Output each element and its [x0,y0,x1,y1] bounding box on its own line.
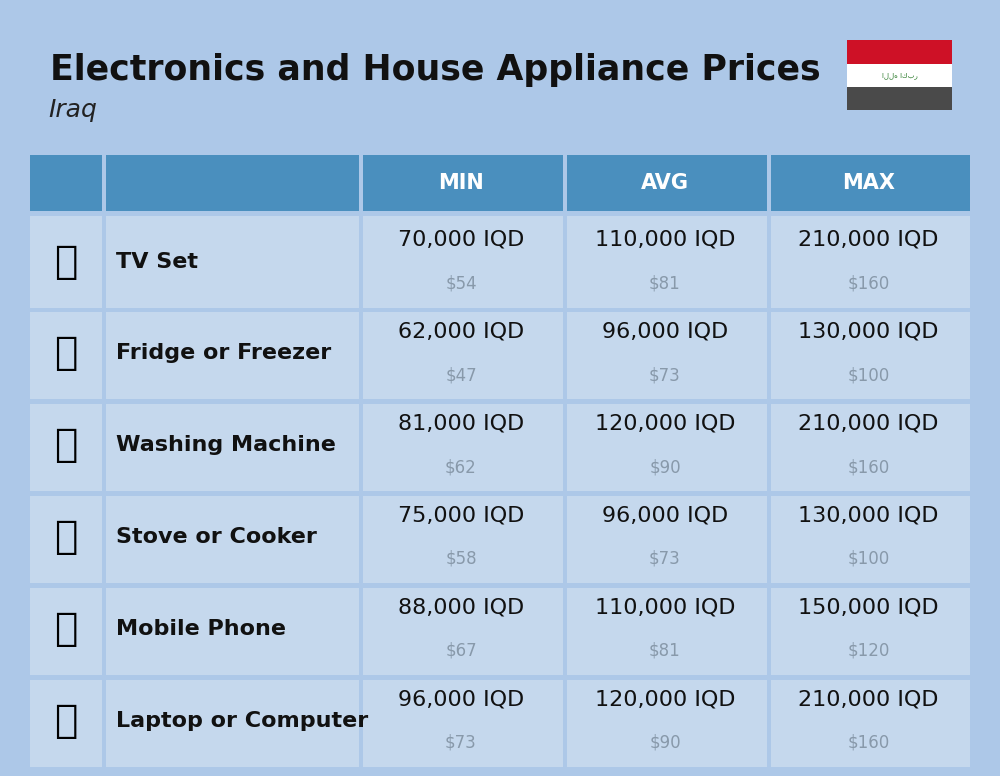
Text: $90: $90 [649,458,681,476]
Text: $90: $90 [649,733,681,751]
Text: 88,000 IQD: 88,000 IQD [398,598,524,617]
Text: $100: $100 [847,366,890,384]
Text: Iraq: Iraq [48,99,97,122]
Text: 📦: 📦 [55,334,78,372]
Text: $62: $62 [445,458,477,476]
Text: Stove or Cooker: Stove or Cooker [116,527,317,547]
Text: MAX: MAX [842,173,895,193]
Text: 96,000 IQD: 96,000 IQD [602,322,728,341]
Text: 75,000 IQD: 75,000 IQD [398,505,524,525]
Text: $100: $100 [847,550,890,568]
Text: 150,000 IQD: 150,000 IQD [798,598,939,617]
Text: 🧹: 🧹 [55,426,78,464]
Text: 110,000 IQD: 110,000 IQD [595,230,735,250]
Text: 120,000 IQD: 120,000 IQD [595,414,735,434]
Text: $58: $58 [445,550,477,568]
Text: $73: $73 [649,550,681,568]
Text: 🔥: 🔥 [55,518,78,556]
Text: $160: $160 [847,275,890,293]
Text: 📱: 📱 [55,610,78,648]
Text: 210,000 IQD: 210,000 IQD [798,414,939,434]
Text: $67: $67 [445,642,477,660]
Text: Washing Machine: Washing Machine [116,435,336,456]
Text: الله اكبر: الله اكبر [882,72,917,78]
Text: $73: $73 [445,733,477,751]
Text: Mobile Phone: Mobile Phone [116,619,286,639]
Text: 110,000 IQD: 110,000 IQD [595,598,735,617]
Text: 120,000 IQD: 120,000 IQD [595,689,735,709]
Text: 62,000 IQD: 62,000 IQD [398,322,524,341]
Text: 70,000 IQD: 70,000 IQD [398,230,524,250]
Text: MIN: MIN [438,173,484,193]
Text: $81: $81 [649,642,681,660]
Text: 210,000 IQD: 210,000 IQD [798,689,939,709]
Text: 💻: 💻 [55,702,78,740]
Text: 210,000 IQD: 210,000 IQD [798,230,939,250]
Text: $81: $81 [649,275,681,293]
Text: Electronics and House Appliance Prices: Electronics and House Appliance Prices [50,53,821,87]
Text: AVG: AVG [641,173,689,193]
Text: $120: $120 [847,642,890,660]
Text: $54: $54 [445,275,477,293]
Text: Fridge or Freezer: Fridge or Freezer [116,344,332,363]
Text: 📺: 📺 [55,243,78,281]
Text: 81,000 IQD: 81,000 IQD [398,414,524,434]
Text: Laptop or Computer: Laptop or Computer [116,711,369,731]
Text: 130,000 IQD: 130,000 IQD [798,505,939,525]
Text: TV Set: TV Set [116,251,198,272]
Text: $47: $47 [445,366,477,384]
Text: 130,000 IQD: 130,000 IQD [798,322,939,341]
Text: 96,000 IQD: 96,000 IQD [398,689,524,709]
Text: $73: $73 [649,366,681,384]
Text: $160: $160 [847,733,890,751]
Text: $160: $160 [847,458,890,476]
Text: 96,000 IQD: 96,000 IQD [602,505,728,525]
